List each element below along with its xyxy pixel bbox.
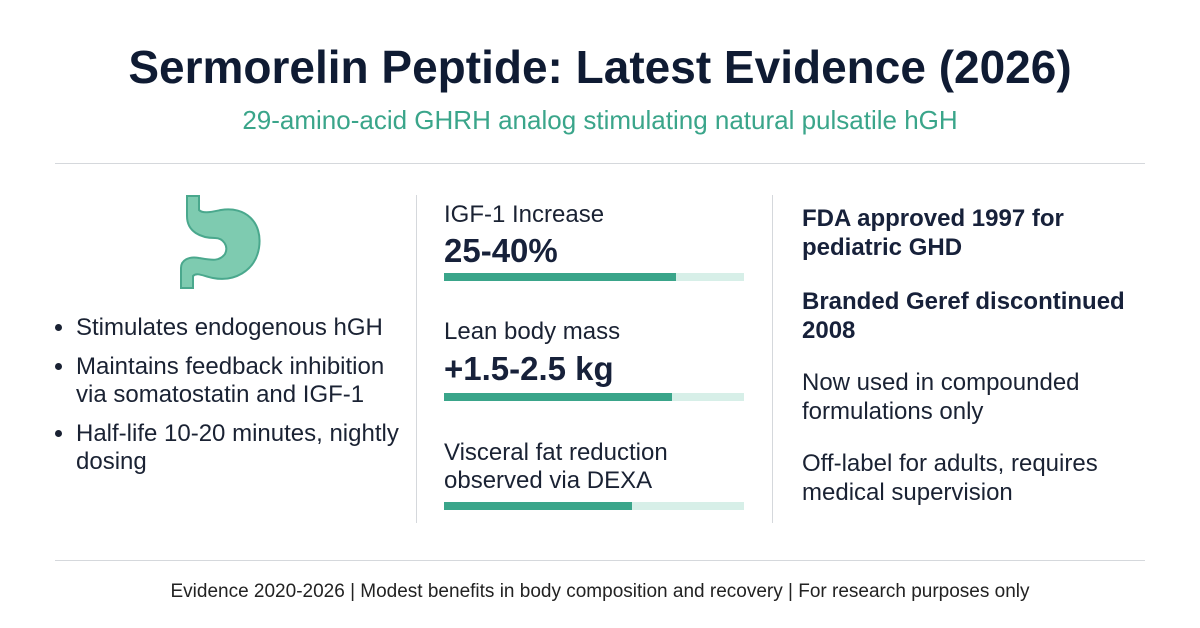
bullet: Stimulates endogenous hGH xyxy=(76,314,421,342)
stat-label: IGF-1 Increase xyxy=(444,201,605,228)
bullet: Half-life 10-20 minutes, nightly dosing xyxy=(76,420,421,476)
column-divider xyxy=(772,195,773,523)
stat-label: Visceral fat reduction observed via DEXA xyxy=(444,439,668,494)
progress-bar xyxy=(444,273,744,281)
footer: Evidence 2020-2026 | Modest benefits in … xyxy=(170,581,1030,602)
bullet-list: Stimulates endogenous hGH Maintains feed… xyxy=(50,314,421,487)
progress-fill xyxy=(444,273,676,281)
progress-bar xyxy=(444,502,744,510)
fact: Off-label for adults, requires medical s… xyxy=(802,450,1098,506)
subtitle: 29-amino-acid GHRH analog stimulating na… xyxy=(242,105,958,135)
column-divider xyxy=(416,195,417,523)
progress-fill xyxy=(444,502,632,510)
divider xyxy=(55,560,1145,561)
divider xyxy=(55,163,1145,164)
fact: Branded Geref discontinued 2008 xyxy=(802,288,1125,344)
stat-label: Lean body mass xyxy=(444,318,621,345)
fact: FDA approved 1997 for pediatric GHD xyxy=(802,205,1064,261)
title: Sermorelin Peptide: Latest Evidence (202… xyxy=(128,41,1072,93)
stat-value: +1.5-2.5 kg xyxy=(444,350,614,387)
stat-value: 25-40% xyxy=(444,232,558,269)
stomach-icon xyxy=(180,195,261,289)
progress-bar xyxy=(444,393,744,401)
progress-fill xyxy=(444,393,672,401)
bullet: Maintains feedback inhibition via somato… xyxy=(76,353,421,409)
fact: Now used in compounded formulations only xyxy=(802,369,1080,425)
